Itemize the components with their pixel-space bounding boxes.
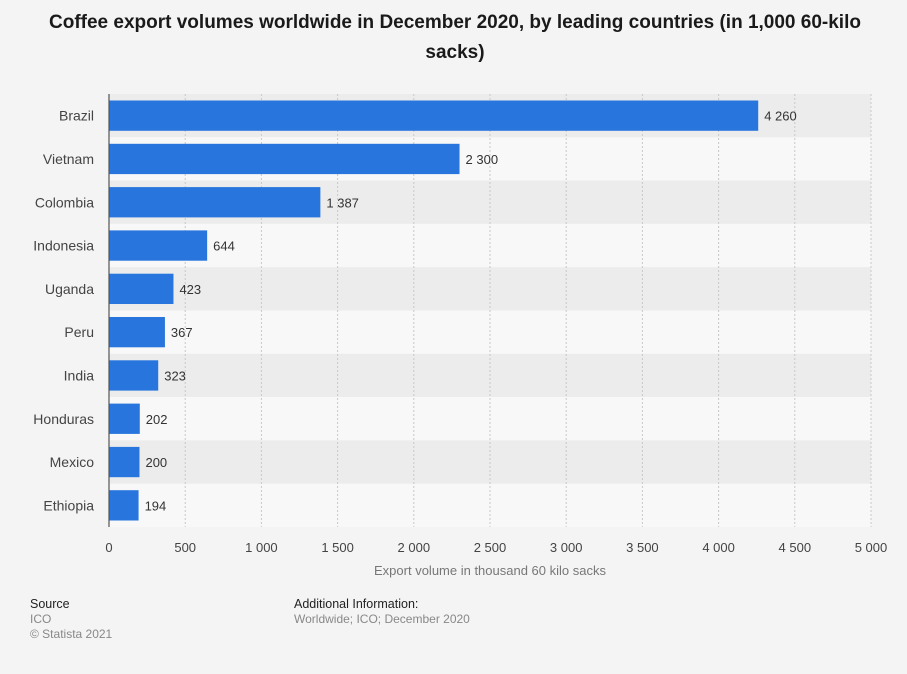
additional-info-value: Worldwide; ICO; December 2020 xyxy=(294,612,470,626)
category-label: Mexico xyxy=(50,454,95,470)
x-tick-label: 2 500 xyxy=(474,540,507,555)
category-label: Honduras xyxy=(33,411,94,427)
x-tick-label: 500 xyxy=(174,540,196,555)
bar-brazil xyxy=(109,100,759,131)
bar-ethiopia xyxy=(109,490,139,521)
x-tick-labels: 0 500 1 000 1 500 2 000 2 500 3 000 3 500 4 000 4… xyxy=(105,540,887,555)
x-tick-label: 3 500 xyxy=(626,540,659,555)
value-label: 367 xyxy=(171,325,193,340)
bar-mexico xyxy=(109,446,140,478)
category-label: Ethiopia xyxy=(43,497,94,513)
bar-vietnam xyxy=(109,143,460,175)
category-label: Peru xyxy=(64,324,94,340)
value-label: 202 xyxy=(146,412,168,427)
category-label: Colombia xyxy=(35,194,94,210)
value-labels: 4 260 2 300 1 387 644 423 367 323 202 200 194 xyxy=(145,109,797,514)
copyright[interactable]: © Statista 2021 xyxy=(30,627,113,641)
value-label: 1 387 xyxy=(326,195,359,210)
bars xyxy=(109,100,759,521)
category-labels: Brazil Vietnam Colombia Indonesia Uganda Peru… xyxy=(33,108,94,514)
bar-colombia xyxy=(109,187,321,218)
bar-uganda xyxy=(109,273,174,305)
x-tick-label: 1 500 xyxy=(321,540,354,555)
bar-india xyxy=(109,360,159,391)
category-label: Uganda xyxy=(45,281,94,297)
source-value[interactable]: ICO xyxy=(30,612,52,626)
value-label: 423 xyxy=(179,282,201,297)
x-tick-label: 3 000 xyxy=(550,540,583,555)
value-label: 323 xyxy=(164,368,186,383)
source-label: Source xyxy=(30,597,70,611)
x-tick-label: 5 000 xyxy=(855,540,888,555)
row-band xyxy=(109,267,871,311)
category-label: Vietnam xyxy=(43,151,94,167)
x-tick-label: 4 000 xyxy=(702,540,735,555)
value-label: 194 xyxy=(145,498,167,513)
value-label: 2 300 xyxy=(466,152,499,167)
bar-chart: Brazil Vietnam Colombia Indonesia Uganda Peru… xyxy=(33,94,887,578)
additional-info-block: Additional Information: Worldwide; ICO; … xyxy=(294,597,470,627)
x-tick-label: 1 000 xyxy=(245,540,278,555)
category-label: Indonesia xyxy=(33,238,94,254)
x-axis-title: Export volume in thousand 60 kilo sacks xyxy=(374,563,606,578)
category-label: India xyxy=(64,367,95,383)
bar-indonesia xyxy=(109,230,208,261)
category-label: Brazil xyxy=(59,108,94,124)
bar-honduras xyxy=(109,403,140,434)
chart-title: Coffee export volumes worldwide in Decem… xyxy=(49,12,861,63)
x-tick-label: 0 xyxy=(105,540,112,555)
x-tick-label: 2 000 xyxy=(398,540,431,555)
x-tick-label: 4 500 xyxy=(779,540,812,555)
value-label: 200 xyxy=(145,455,167,470)
bar-peru xyxy=(109,316,165,348)
value-label: 644 xyxy=(213,239,235,254)
source-block: Source ICO © Statista 2021 xyxy=(30,597,112,642)
additional-info-label: Additional Information: xyxy=(294,597,419,611)
value-label: 4 260 xyxy=(764,109,797,124)
